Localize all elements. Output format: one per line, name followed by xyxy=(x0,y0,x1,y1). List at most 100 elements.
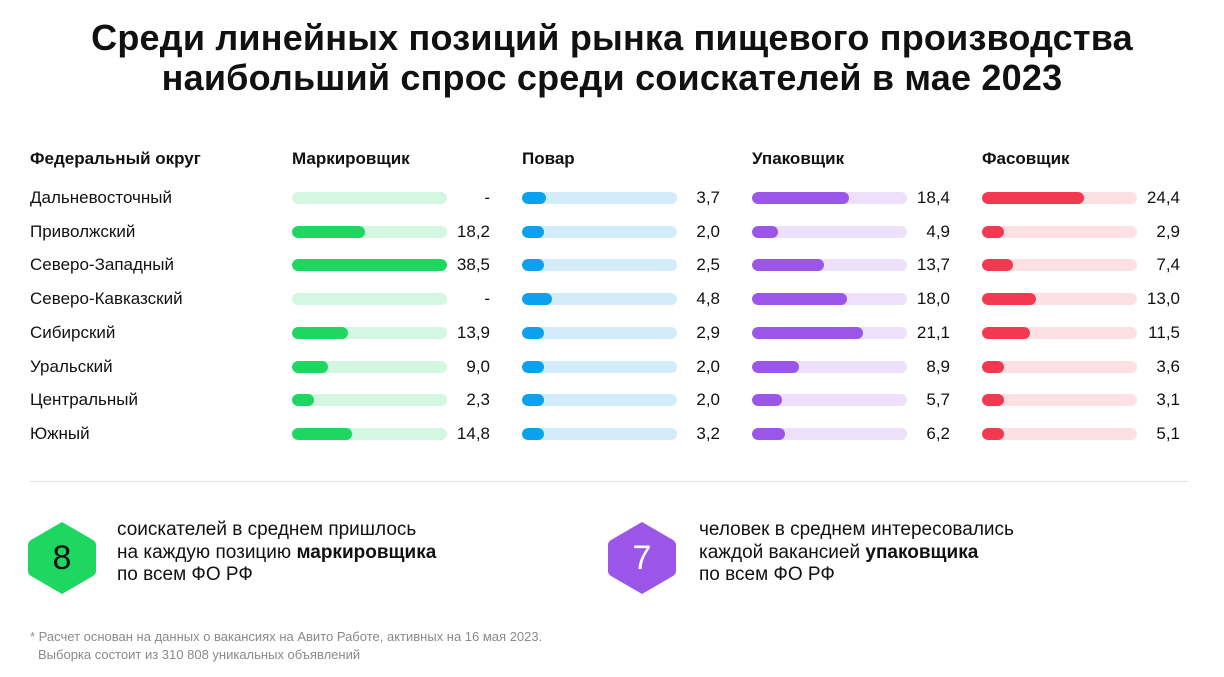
bar xyxy=(292,225,365,238)
bar-value-label: 5,7 xyxy=(926,390,950,410)
bar-value-label: 8,9 xyxy=(926,356,950,376)
bar-value-label: 11,5 xyxy=(1148,322,1180,342)
stat-line-2-bold: упаковщика xyxy=(865,541,979,563)
bar-track xyxy=(752,394,907,407)
bar-track xyxy=(522,360,677,373)
bar-value-label: 18,0 xyxy=(916,289,950,309)
region-label: Уральский xyxy=(30,356,113,376)
bar-value-label: 38,5 xyxy=(456,255,490,275)
region-label: Центральный xyxy=(30,390,138,410)
stat-line-1: соискателей в среднем пришлось xyxy=(117,519,417,540)
bar xyxy=(752,427,785,440)
bar-value-label: 24,4 xyxy=(1146,188,1180,207)
bar-value-label: 9,0 xyxy=(466,356,490,376)
bar-track xyxy=(292,360,447,373)
region-label: Приволжский xyxy=(30,221,136,241)
footnote: * Расчет основан на данных о вакансиях н… xyxy=(30,628,542,664)
bar-value-label: 3,1 xyxy=(1156,390,1180,410)
bar-track xyxy=(982,360,1137,373)
column-header-markirovshchik: Маркировщик xyxy=(292,149,410,168)
bar-value-label: 6,2 xyxy=(926,423,950,443)
bar-track xyxy=(292,293,447,306)
title-line-1: Среди линейных позиций рынка пищевого пр… xyxy=(91,17,1133,58)
hexagon-icon xyxy=(28,522,96,594)
bar xyxy=(982,360,1004,373)
column-header-fasovshchik: Фасовщик xyxy=(982,149,1070,168)
bar-value-label: 4,8 xyxy=(696,289,720,309)
bar-track xyxy=(522,259,677,272)
bar xyxy=(522,259,544,272)
bar-track xyxy=(982,394,1137,407)
bar xyxy=(982,192,1084,204)
stat-line-1: человек в среднем интересовались xyxy=(699,519,1014,540)
bar-track xyxy=(752,225,907,238)
bar xyxy=(292,360,328,373)
stat-line-2: на каждую позицию маркировщика xyxy=(117,542,436,565)
bar-value-label: 18,4 xyxy=(916,188,950,207)
bar-track xyxy=(292,259,447,272)
stat-line-2-prefix: каждой вакансией xyxy=(699,541,866,563)
bar xyxy=(522,192,546,204)
stat-line-3: по всем ФО РФ xyxy=(699,564,835,585)
bar xyxy=(522,326,544,339)
bar-value-label: 2,3 xyxy=(466,390,490,410)
bar xyxy=(752,293,847,306)
bar xyxy=(522,293,552,306)
region-label: Южный xyxy=(30,423,90,443)
bar-track xyxy=(522,225,677,238)
bar-track xyxy=(292,394,447,407)
bar-value-label: 13,7 xyxy=(916,255,950,275)
bar-value-label: - xyxy=(484,289,490,309)
bar-value-label: 4,9 xyxy=(926,221,950,241)
region-label: Сибирский xyxy=(30,322,116,342)
hexagon-icon xyxy=(608,522,676,594)
footnote-line-1: * Расчет основан на данных о вакансиях н… xyxy=(30,629,543,644)
region-label: Северо-Кавказский xyxy=(30,289,183,309)
bar xyxy=(752,192,849,204)
bar-track xyxy=(982,225,1137,238)
bar-track xyxy=(292,427,447,440)
bar xyxy=(522,360,544,373)
section-divider xyxy=(30,481,1188,482)
stat-text-upakovshchik: человек в среднем интересовались каждой … xyxy=(699,519,1014,587)
bar xyxy=(982,259,1013,272)
stat-badge-markirovshchik: 8 xyxy=(24,520,100,596)
bar-value-label: 2,9 xyxy=(696,322,720,342)
region-label: Дальневосточный xyxy=(30,188,173,207)
stat-line-2-prefix: на каждую позицию xyxy=(117,541,297,563)
bar xyxy=(292,326,348,339)
stat-badge-upakovshchik: 7 xyxy=(604,520,680,596)
bar-track xyxy=(522,326,677,339)
bar xyxy=(752,326,863,339)
bar-value-label: 5,1 xyxy=(1156,423,1180,443)
stat-line-2-bold: маркировщика xyxy=(296,541,437,563)
bar xyxy=(522,225,544,238)
bar xyxy=(292,394,314,407)
title-line-2: наибольший спрос среди соискателей в мае… xyxy=(161,57,1063,98)
bar xyxy=(292,259,447,272)
bar-track xyxy=(752,427,907,440)
bar xyxy=(752,225,778,238)
bar xyxy=(522,394,544,407)
bar-track xyxy=(292,225,447,238)
bar-value-label: 2,0 xyxy=(696,356,720,376)
bar-value-label: 7,4 xyxy=(1156,255,1180,275)
bar xyxy=(982,293,1036,306)
region-column-header: Федеральный округ xyxy=(30,149,201,168)
bar-value-label: 21,1 xyxy=(916,322,950,342)
bar-track xyxy=(522,192,677,204)
region-label: Северо-Западный xyxy=(30,255,175,275)
bar-value-label: 13,9 xyxy=(456,322,490,342)
bar-track xyxy=(982,259,1137,272)
bar-value-label: 2,0 xyxy=(696,390,720,410)
bar-value-label: 14,8 xyxy=(456,423,490,443)
bar-value-label: 2,5 xyxy=(696,255,720,275)
bar-track xyxy=(522,293,677,306)
bar-value-label: 3,2 xyxy=(696,423,720,443)
bar-value-label: - xyxy=(484,188,490,207)
page-title: Среди линейных позиций рынка пищевого пр… xyxy=(0,18,1224,98)
bar-value-label: 13,0 xyxy=(1146,289,1180,309)
bar-track xyxy=(292,326,447,339)
bar xyxy=(982,326,1030,339)
stat-text-markirovshchik: соискателей в среднем пришлось на каждую… xyxy=(117,519,436,587)
